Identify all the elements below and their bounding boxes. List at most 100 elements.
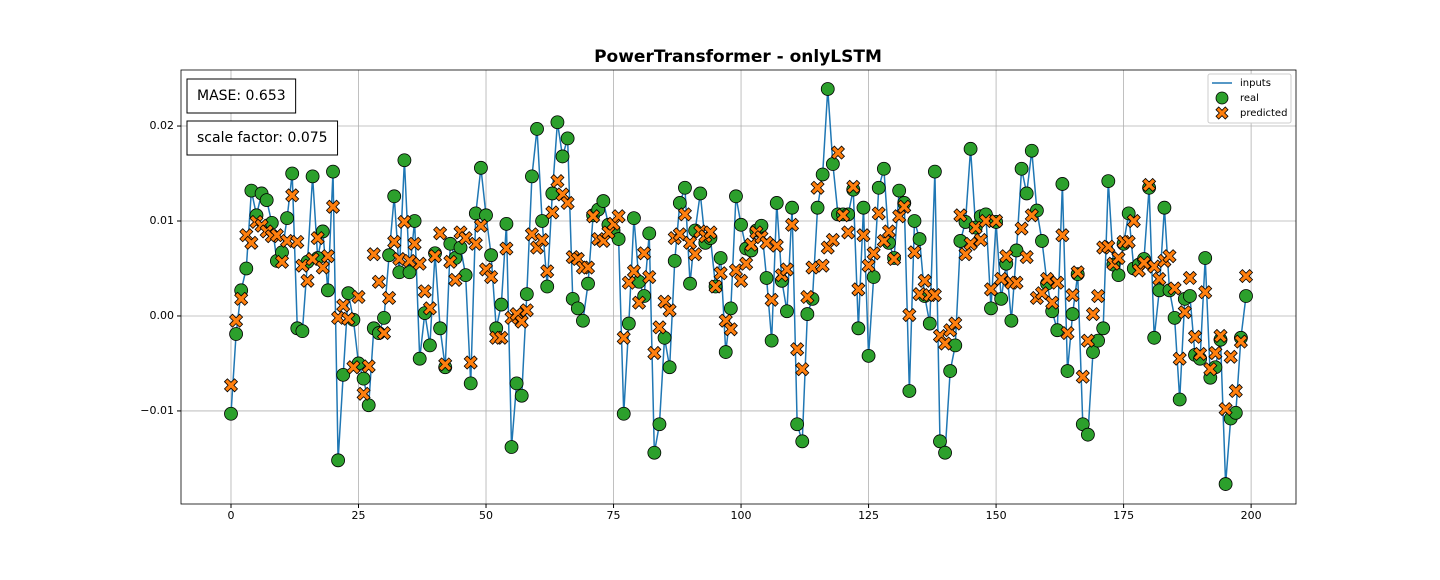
real-point — [795, 434, 810, 449]
real-point — [621, 316, 636, 331]
predicted-point — [433, 226, 448, 241]
predicted-point — [494, 330, 509, 345]
predicted-point — [795, 362, 810, 377]
predicted-point — [499, 241, 514, 256]
predicted-point — [958, 247, 973, 262]
real-point — [361, 398, 376, 413]
real-point — [627, 211, 641, 226]
x-tick-label: 75 — [607, 509, 621, 522]
x-tick-label: 150 — [986, 509, 1007, 522]
x-tick-label: 100 — [731, 509, 752, 522]
predicted-point — [682, 235, 698, 250]
predicted-point — [1213, 328, 1228, 343]
plot-frame — [180, 69, 1297, 505]
predicted-point — [1019, 250, 1034, 265]
real-point — [820, 82, 835, 96]
x-tick-label: 50 — [479, 509, 493, 522]
predicted-point — [1050, 275, 1065, 290]
predicted-point — [677, 207, 693, 222]
real-point — [1167, 310, 1182, 325]
predicted-point — [892, 209, 907, 224]
real-point — [499, 216, 514, 231]
predicted-point — [1055, 228, 1070, 243]
real-point — [810, 200, 825, 215]
predicted-point — [580, 260, 596, 275]
predicted-point — [1045, 295, 1060, 310]
predicted-point — [325, 199, 341, 214]
real-point — [861, 348, 876, 363]
real-point — [305, 169, 320, 184]
real-point — [927, 164, 942, 179]
real-point — [514, 388, 529, 403]
real-point — [683, 276, 697, 291]
real-point — [1147, 330, 1162, 345]
real-point — [693, 186, 708, 201]
predicted-point — [1126, 213, 1141, 229]
predicted-point — [835, 208, 851, 223]
annotation: MASE: 0.653 — [197, 88, 286, 104]
real-point — [1055, 177, 1070, 191]
y-tick-label: 0.01 — [150, 214, 175, 227]
annotation: scale factor: 0.075 — [197, 130, 328, 146]
real-point — [320, 283, 335, 298]
predicted-point — [346, 360, 361, 375]
real-point — [892, 183, 907, 198]
real-point — [922, 316, 937, 331]
predicted-point — [1121, 234, 1136, 249]
real-point — [259, 193, 274, 208]
predicted-point — [315, 260, 330, 275]
predicted-point — [902, 307, 917, 323]
real-point — [1024, 143, 1039, 158]
predicted-point — [448, 272, 463, 287]
predicted-point — [560, 195, 575, 211]
real-point — [423, 338, 437, 353]
real-point — [943, 364, 958, 378]
real-point — [1096, 321, 1111, 336]
predicted-point — [422, 301, 437, 316]
predicted-point — [784, 217, 800, 232]
real-point — [560, 131, 575, 146]
predicted-point — [999, 249, 1014, 264]
real-point — [856, 200, 871, 215]
predicted-point — [484, 269, 499, 285]
predicted-point — [887, 251, 902, 267]
predicted-point — [545, 205, 560, 220]
real-point — [963, 141, 978, 156]
predicted-point — [856, 228, 871, 243]
predicted-point — [427, 249, 443, 264]
predicted-point — [973, 232, 988, 248]
real-point — [815, 167, 830, 182]
predicted-point — [295, 258, 310, 273]
predicted-point — [1177, 305, 1192, 320]
real-point — [336, 367, 351, 382]
legend-box — [1207, 73, 1292, 124]
real-point — [356, 371, 371, 386]
predicted-point — [953, 208, 968, 223]
real-point — [713, 251, 728, 265]
predicted-point — [626, 264, 642, 279]
real-point — [285, 166, 300, 181]
x-tick-label: 0 — [227, 509, 234, 522]
real-point — [678, 180, 692, 195]
predicted-point — [713, 266, 728, 281]
real-point — [402, 265, 417, 280]
predicted-point — [1024, 208, 1039, 223]
predicted-point — [290, 234, 305, 249]
x-tick-label: 125 — [858, 509, 879, 522]
predicted-point — [652, 320, 667, 335]
legend-label: inputs — [1240, 78, 1271, 89]
real-point — [331, 453, 345, 468]
predicted-point — [438, 357, 453, 372]
real-point — [662, 360, 677, 375]
predicted-point — [611, 209, 626, 224]
real-point — [672, 196, 687, 210]
x-tick-label: 25 — [352, 509, 366, 522]
real-point — [759, 271, 774, 285]
real-point — [1183, 289, 1197, 303]
annotation-box — [186, 78, 297, 114]
real-point — [479, 208, 493, 223]
real-point — [652, 417, 667, 432]
predicted-point — [1193, 346, 1208, 362]
legend-marker — [1215, 106, 1229, 120]
real-point — [657, 330, 672, 345]
